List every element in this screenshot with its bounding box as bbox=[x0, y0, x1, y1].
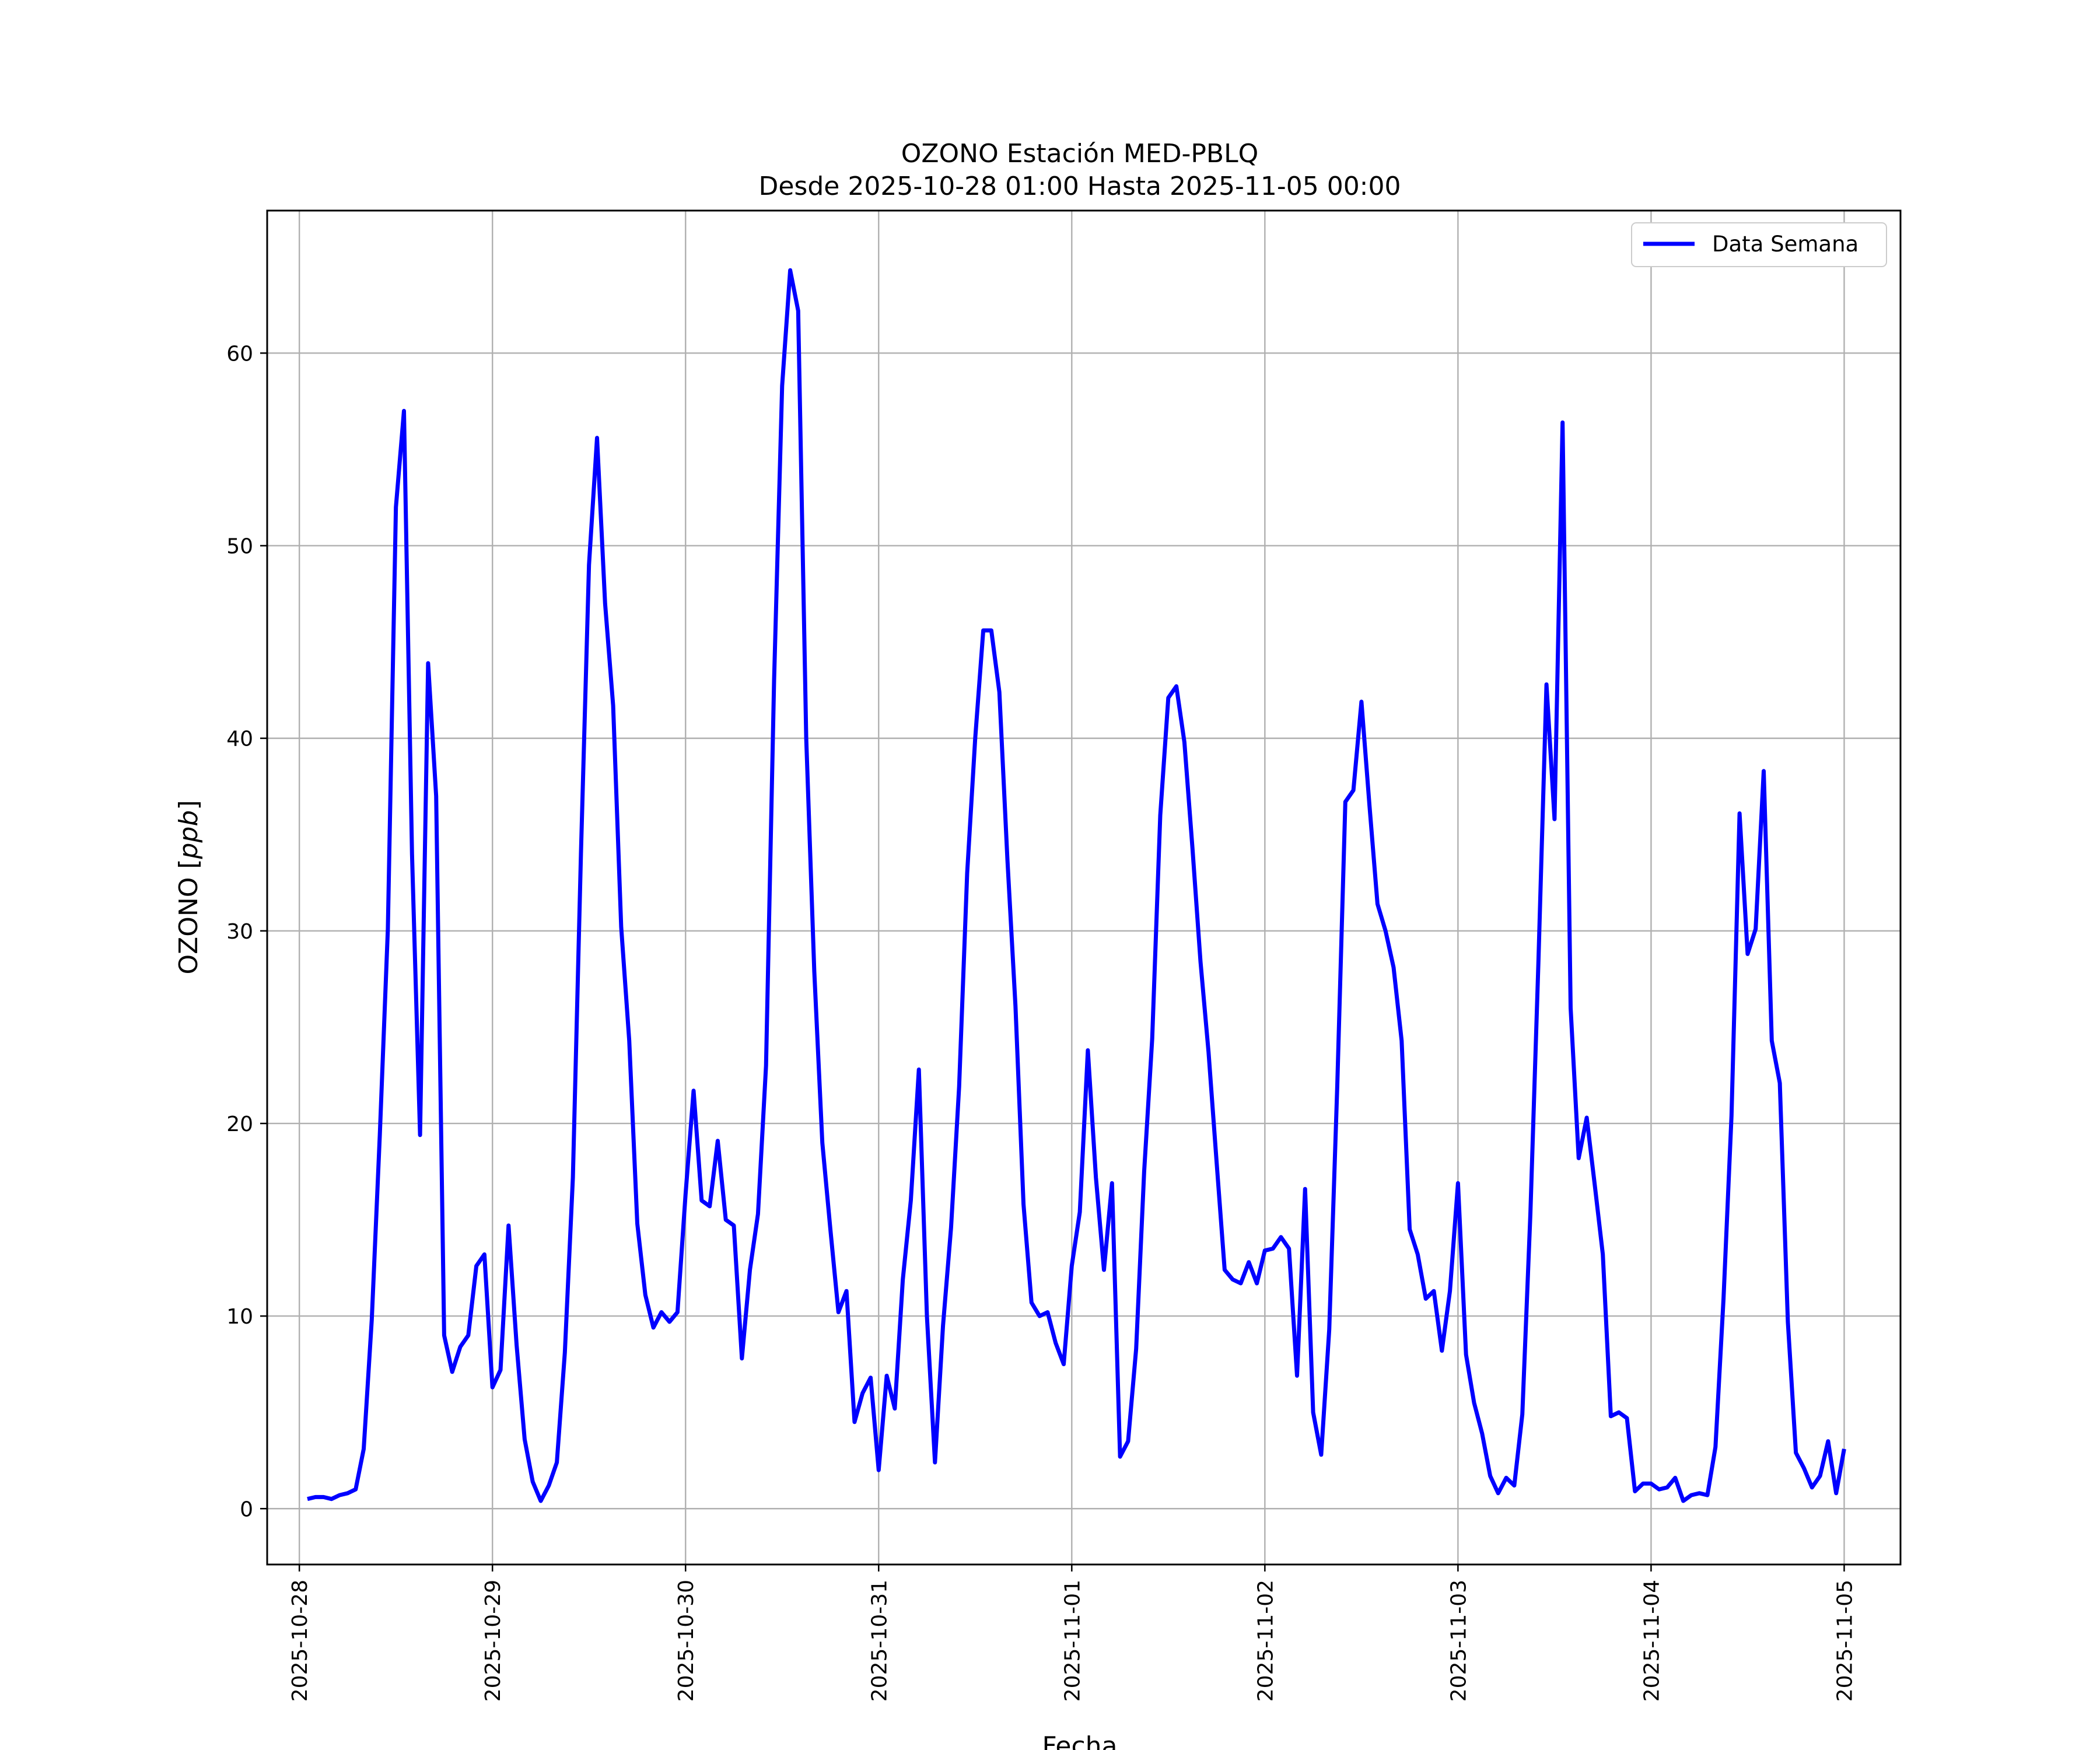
y-tick-label: 60 bbox=[226, 342, 253, 366]
ticks: 0 10 20 30 40 50 60 2025-10-28 2025-10-29 2025-10… bbox=[226, 342, 1857, 1702]
y-axis-label-unit: ppb bbox=[174, 810, 204, 860]
x-tick-label: 2025-10-30 bbox=[674, 1580, 698, 1702]
y-axis-label: OZONO [ppb] bbox=[174, 800, 204, 974]
plot-area-frame bbox=[266, 209, 1902, 1566]
chart-title: OZONO Estación MED-PBLQ bbox=[901, 139, 1258, 169]
x-tick-label: 2025-10-28 bbox=[288, 1580, 312, 1702]
x-axis-label: Fecha bbox=[1042, 1731, 1117, 1750]
y-axis-label-prefix: OZONO [ bbox=[174, 859, 204, 974]
y-tick-label: 10 bbox=[226, 1305, 253, 1329]
x-tick-label: 2025-10-29 bbox=[481, 1580, 505, 1702]
x-tick-label: 2025-11-01 bbox=[1060, 1580, 1084, 1702]
grid bbox=[267, 211, 1901, 1564]
series-line bbox=[307, 268, 1846, 1503]
x-tick-label: 2025-11-04 bbox=[1640, 1580, 1664, 1702]
legend-box bbox=[1631, 222, 1887, 267]
x-tick-label: 2025-11-05 bbox=[1833, 1580, 1857, 1702]
y-tick-label: 50 bbox=[226, 534, 253, 558]
y-tick-label: 30 bbox=[226, 920, 253, 944]
x-tick-label: 2025-11-02 bbox=[1254, 1580, 1278, 1702]
x-tick-label: 2025-10-31 bbox=[867, 1580, 891, 1702]
legend: Data Semana bbox=[1631, 222, 1887, 267]
x-tick-label: 2025-11-03 bbox=[1447, 1580, 1471, 1702]
legend-label: Data Semana bbox=[1712, 232, 1859, 257]
y-tick-label: 40 bbox=[226, 727, 253, 751]
y-tick-label: 20 bbox=[226, 1112, 253, 1136]
y-axis-label-suffix: ] bbox=[174, 800, 204, 810]
chart-subtitle: Desde 2025-10-28 01:00 Hasta 2025-11-05 … bbox=[758, 172, 1401, 201]
series-layer bbox=[307, 268, 1846, 1503]
y-tick-label: 0 bbox=[240, 1497, 253, 1521]
